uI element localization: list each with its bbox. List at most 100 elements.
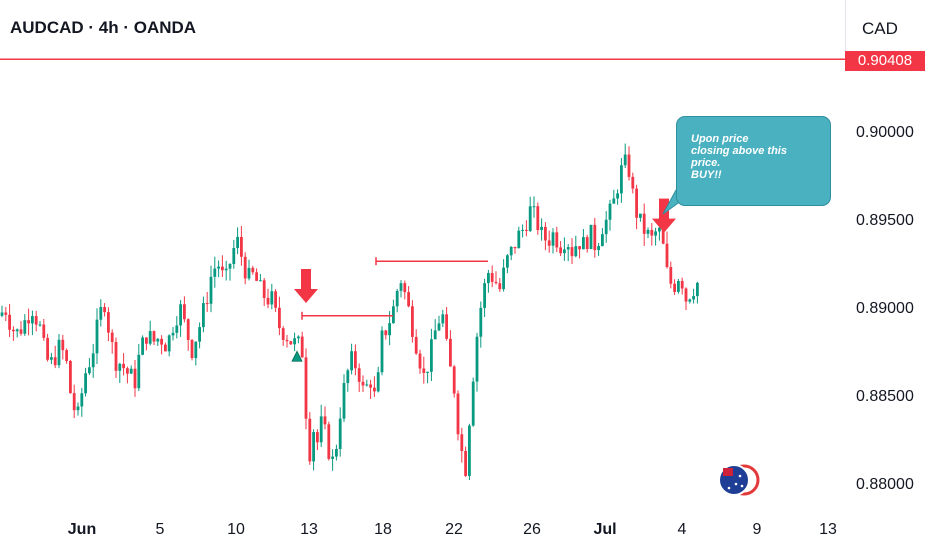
currency-label: CAD	[862, 19, 898, 38]
candle-body	[452, 366, 456, 394]
candle-body	[357, 368, 361, 382]
candle-body	[110, 332, 114, 342]
candle-body	[376, 372, 380, 392]
current-price-tag: 0.90408	[845, 51, 925, 71]
candle-body	[156, 338, 160, 342]
candle-body	[528, 206, 532, 231]
x-tick-label: 4	[678, 521, 687, 538]
candle-body	[190, 339, 194, 359]
candle-body	[422, 368, 426, 373]
candle-body	[289, 341, 293, 345]
candle-body	[646, 229, 650, 234]
candle-body	[487, 273, 490, 284]
flag-star	[727, 486, 731, 490]
candle-body	[388, 323, 391, 336]
candle-body	[38, 324, 42, 326]
candle-body	[403, 283, 407, 293]
candle-body	[297, 336, 300, 339]
markers-layer	[291, 189, 760, 496]
candle-body	[696, 282, 699, 297]
x-axis[interactable]: Jun 5 10 13 18 22 26 Jul 4 9 13	[68, 521, 837, 538]
candle-body	[266, 297, 270, 305]
candle-body	[635, 188, 638, 218]
candle-body	[608, 203, 612, 220]
y-tick-label: 0.90000	[856, 124, 914, 141]
candle-body	[23, 320, 27, 334]
flag-star	[734, 482, 738, 486]
lines-layer	[0, 58, 845, 320]
candle-body	[521, 229, 524, 231]
candle-body	[61, 339, 65, 351]
candle-body	[65, 350, 68, 361]
candle-body	[213, 268, 217, 277]
candle-body	[57, 339, 61, 366]
candle-body	[369, 384, 372, 388]
candle-body	[642, 213, 646, 234]
candle-body	[42, 324, 46, 338]
candle-body	[464, 450, 467, 476]
candle-body	[331, 456, 334, 459]
candle-body	[433, 330, 437, 340]
candle-body	[566, 247, 570, 250]
candle-body	[194, 341, 198, 359]
candle-body	[517, 230, 521, 249]
candle-body	[639, 213, 642, 218]
candle-body	[167, 335, 171, 352]
candle-body	[688, 299, 692, 302]
candle-body	[532, 206, 536, 208]
candle-body	[559, 247, 562, 254]
currency-box[interactable]: CAD	[845, 0, 932, 58]
candle-body	[316, 432, 319, 443]
candle-body	[627, 154, 631, 177]
candle-body	[53, 357, 57, 366]
candle-body	[84, 373, 87, 394]
candle-body	[665, 243, 669, 268]
candle-body	[228, 264, 232, 269]
candle-body	[392, 306, 395, 324]
candle-body	[680, 280, 684, 289]
candle-body	[585, 237, 589, 250]
buy-triangle-icon[interactable]	[291, 350, 303, 362]
sell-arrow-icon[interactable]	[294, 269, 318, 303]
candle-body	[673, 283, 676, 292]
annotation-line: BUY!!	[691, 169, 722, 181]
candle-body	[91, 353, 95, 368]
candle-body	[304, 357, 308, 419]
candle-body	[308, 418, 312, 462]
candle-body	[669, 267, 673, 284]
candle-body	[259, 280, 262, 282]
candle-body	[312, 432, 315, 462]
x-tick-label: 9	[753, 521, 762, 538]
candle-body	[270, 291, 274, 305]
currency-flags	[718, 464, 760, 496]
candle-body	[99, 307, 103, 320]
candle-body	[677, 280, 680, 292]
annotation-callout[interactable]: Upon price closing above this price. BUY…	[676, 116, 831, 206]
candle-body	[103, 307, 106, 313]
candle-body	[441, 314, 445, 324]
candle-body	[80, 393, 84, 407]
y-tick-label: 0.89000	[856, 300, 914, 317]
annotation-line: price.	[691, 157, 721, 169]
chart-header: AUDCAD · 4h · OANDA	[0, 0, 845, 58]
candle-body	[471, 381, 475, 426]
candle-body	[563, 249, 566, 254]
candle-body	[692, 296, 695, 300]
candle-body	[494, 281, 498, 284]
candle-body	[319, 416, 323, 443]
y-axis[interactable]: 0.90000 0.89500 0.89000 0.88500 0.88000	[856, 124, 914, 493]
candle-body	[582, 237, 585, 250]
candle-body	[262, 280, 266, 298]
candle-body	[540, 226, 543, 231]
sell-arrow-icon[interactable]	[652, 198, 676, 233]
candle-body	[654, 231, 657, 236]
symbol-title[interactable]: AUDCAD · 4h · OANDA	[10, 18, 197, 37]
flag-star	[740, 484, 744, 488]
candle-body	[323, 416, 327, 425]
candle-body	[335, 449, 338, 457]
candle-body	[198, 327, 201, 342]
candle-body	[31, 316, 34, 324]
candle-body	[152, 331, 156, 342]
x-tick-label: 13	[819, 521, 837, 538]
